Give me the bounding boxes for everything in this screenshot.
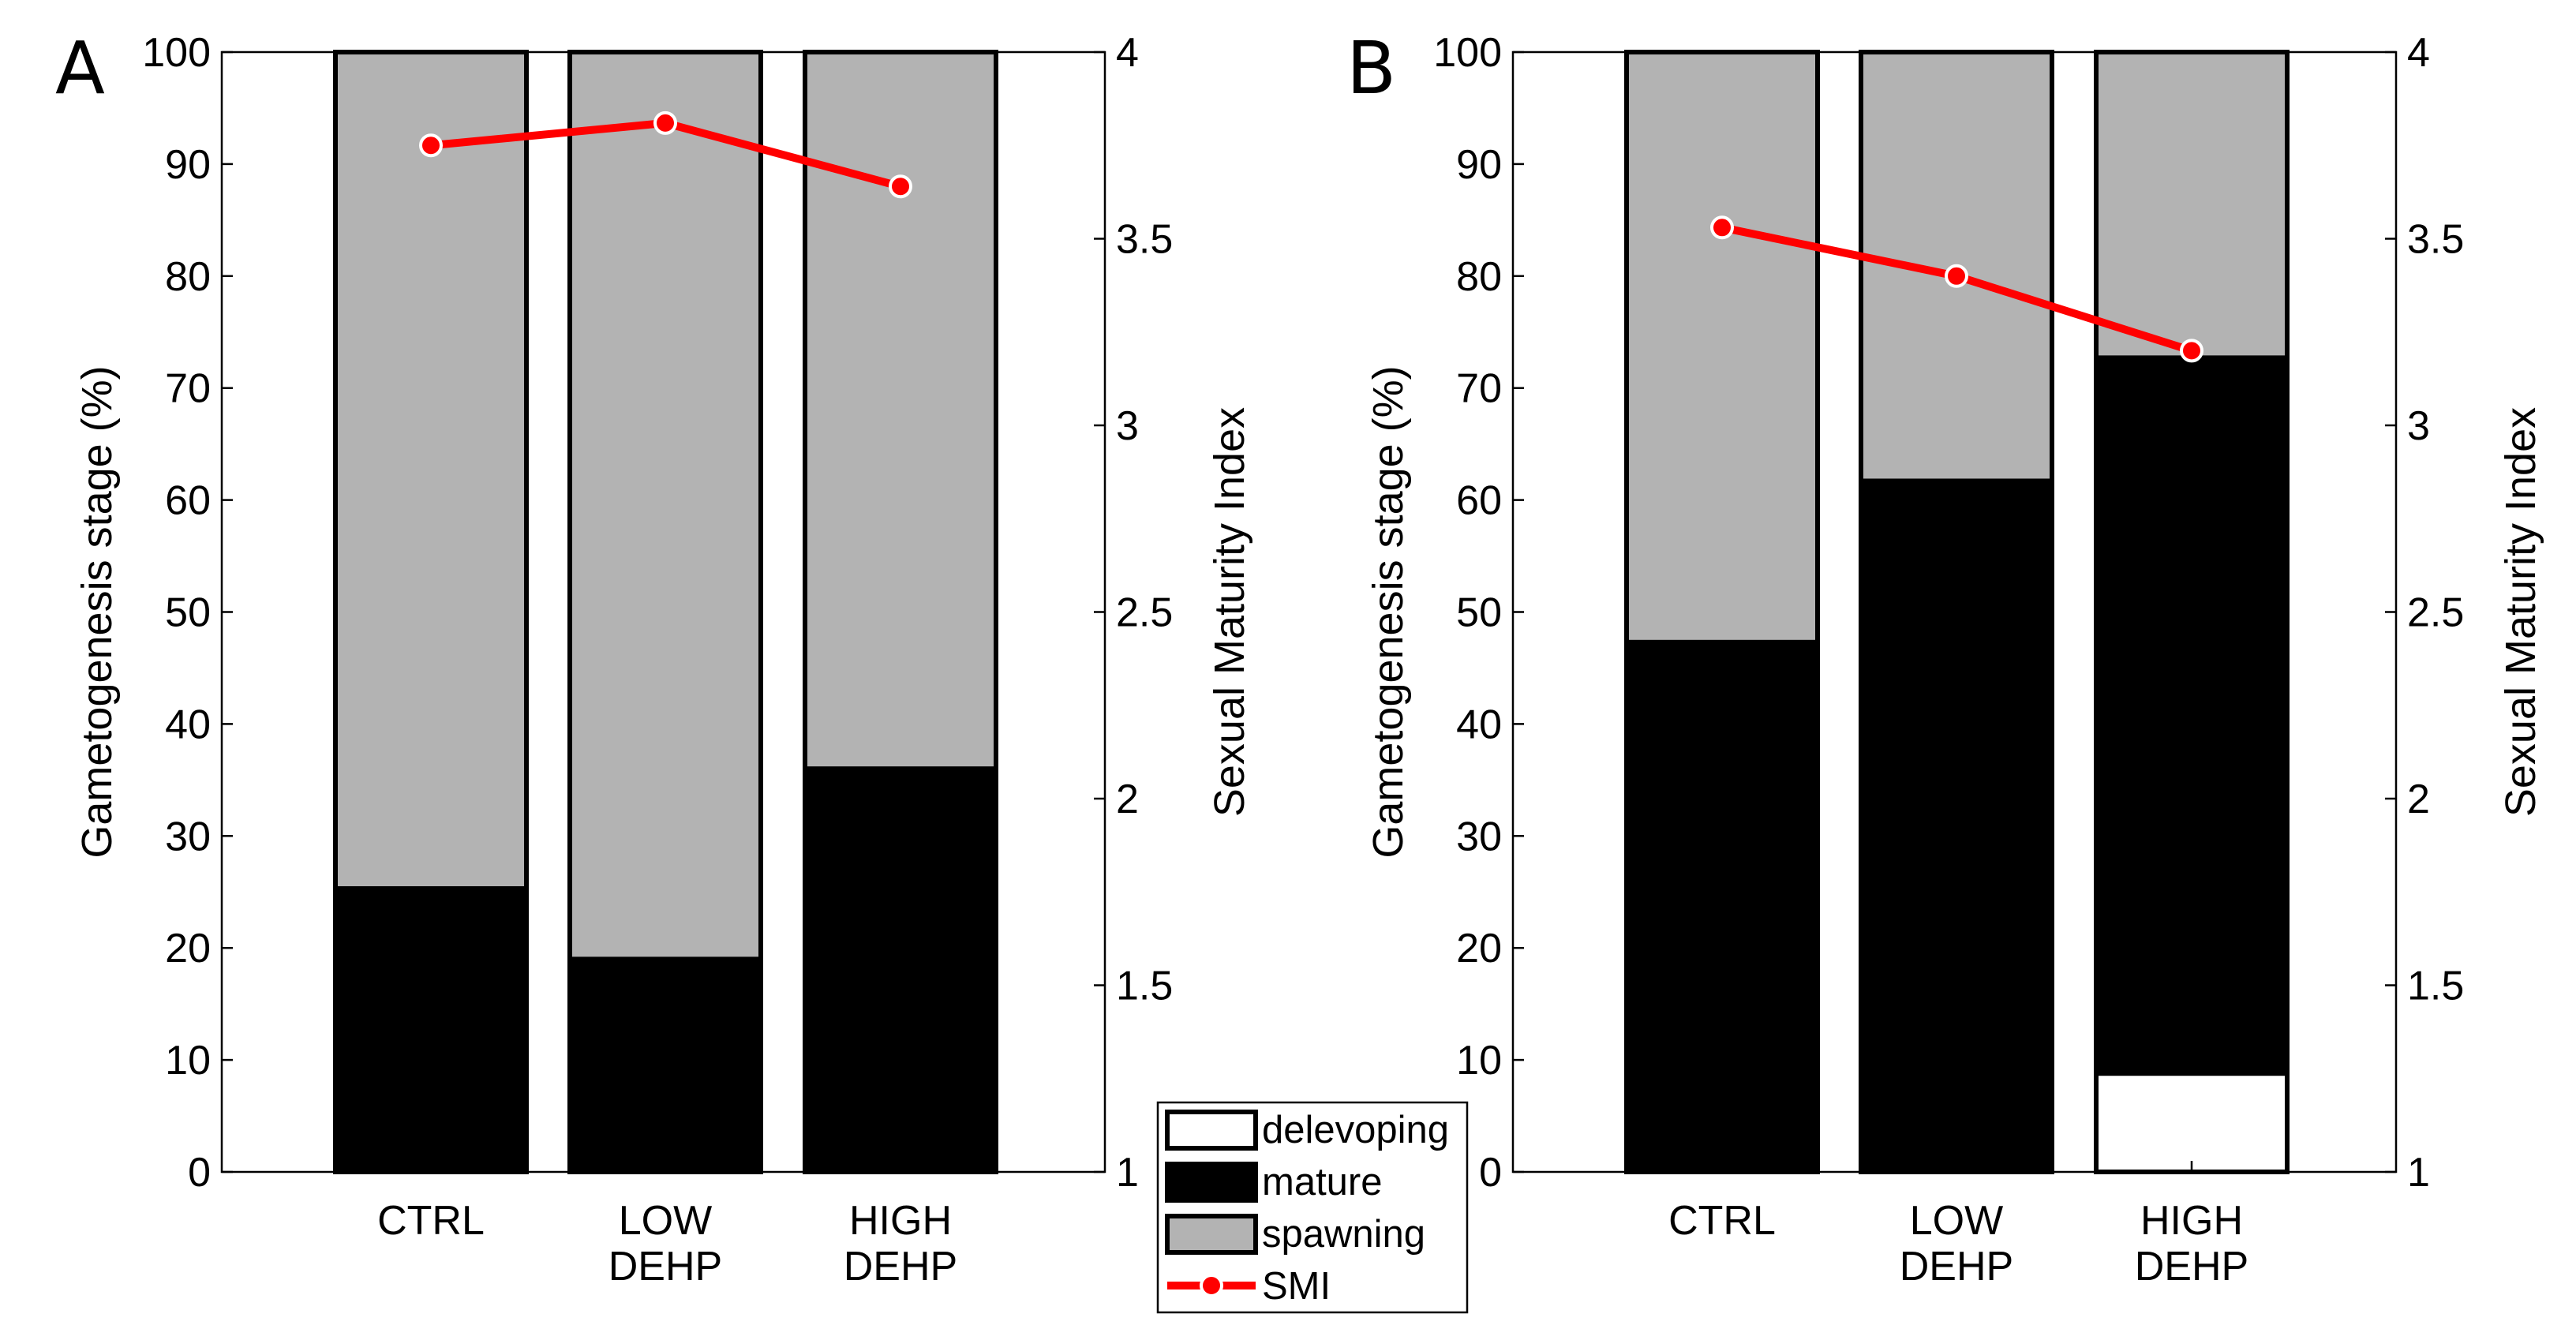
y-tick-label: 20 — [1456, 926, 1502, 971]
y-right-tick-label: 3.5 — [1116, 217, 1173, 263]
y-tick-label: 40 — [165, 702, 211, 747]
bar-mature — [1859, 478, 2054, 1174]
y-right-tick-label: 3.5 — [2407, 217, 2464, 263]
x-tick-label: DEHP — [2135, 1244, 2248, 1289]
y-axis-label: Gametogenesis stage (%) — [73, 365, 121, 858]
y-right-tick-label: 2 — [1116, 777, 1139, 822]
panel-b: 0 10 20 30 40 50 60 70 80 90 100 1 1.5 2 2.5 3 3.5 4 CTRL L… — [1346, 26, 2544, 1289]
y-right-tick-label: 3 — [2407, 403, 2430, 449]
smi-point — [2180, 339, 2203, 363]
x-tick-label: DEHP — [1900, 1244, 2013, 1289]
bar-spawning — [1624, 50, 1820, 645]
y-tick-label: 10 — [1456, 1038, 1502, 1084]
y-right-tick-label: 1 — [2407, 1150, 2430, 1196]
bar-delevoping — [2094, 1071, 2290, 1175]
smi-point — [1710, 215, 1734, 240]
y-right-tick-label: 1.5 — [2407, 964, 2464, 1009]
bar-spawning — [567, 50, 763, 962]
y-tick-label: 70 — [165, 366, 211, 412]
legend-label: spawning — [1262, 1213, 1425, 1256]
y-tick-label: 30 — [1456, 814, 1502, 859]
y-tick-label: 0 — [188, 1150, 211, 1196]
x-tick-label: HIGH — [849, 1198, 952, 1244]
y-right-tick-label: 4 — [1116, 30, 1139, 76]
y-tick-label: 50 — [1456, 590, 1502, 636]
y-tick-label: 50 — [165, 590, 211, 636]
bar-mature — [1624, 639, 1820, 1174]
smi-point — [1945, 264, 1968, 288]
y-tick-label: 70 — [1456, 366, 1502, 412]
y-right-tick-label: 1 — [1116, 1150, 1139, 1196]
bar-spawning — [2094, 50, 2290, 361]
y-right-tick-label: 4 — [2407, 30, 2430, 76]
legend-label: delevoping — [1262, 1109, 1449, 1151]
y-axis-label: Gametogenesis stage (%) — [1365, 365, 1412, 858]
x-tick-label: CTRL — [1668, 1198, 1776, 1244]
y-right-tick-label: 2.5 — [1116, 590, 1173, 636]
y-right-tick-label: 1.5 — [1116, 964, 1173, 1009]
y-tick-label: 100 — [142, 30, 211, 76]
x-tick-label: DEHP — [608, 1244, 722, 1289]
bar-mature — [567, 956, 763, 1174]
smi-point — [889, 174, 912, 199]
y-tick-label: 30 — [165, 814, 211, 859]
y-tick-label: 0 — [1479, 1150, 1502, 1196]
smi-point — [419, 133, 443, 158]
legend-swatch-delevoping — [1165, 1110, 1258, 1151]
y-tick-label: 90 — [165, 142, 211, 188]
legend-label: SMI — [1262, 1265, 1331, 1308]
y-right-tick-label: 2 — [2407, 777, 2430, 822]
panel-a: 0 10 20 30 40 50 60 70 80 90 100 1 1.5 2 2.5 3 3.5 4 CTRL L… — [55, 26, 1253, 1289]
y-tick-label: 10 — [165, 1038, 211, 1084]
panel-letter: B — [1346, 26, 1396, 110]
panel-letter: A — [55, 26, 105, 110]
y-tick-label: 20 — [165, 926, 211, 971]
x-tick-label: DEHP — [844, 1244, 957, 1289]
y-tick-label: 40 — [1456, 702, 1502, 747]
legend-swatch-mature — [1165, 1162, 1258, 1203]
y-right-tick-label: 2.5 — [2407, 590, 2464, 636]
y-tick-label: 100 — [1433, 30, 1502, 76]
y-tick-label: 80 — [165, 254, 211, 300]
y-tick-label: 60 — [1456, 478, 1502, 524]
legend-swatch-spawning — [1165, 1214, 1258, 1255]
y-tick-label: 90 — [1456, 142, 1502, 188]
y-tick-label: 80 — [1456, 254, 1502, 300]
x-tick-label: CTRL — [377, 1198, 485, 1244]
bar-mature — [2094, 355, 2290, 1076]
y-right-axis-label: Sexual Maturity Index — [1206, 407, 1253, 817]
legend-label: mature — [1262, 1161, 1383, 1203]
x-tick-label: HIGH — [2140, 1198, 2243, 1244]
bar-mature — [333, 885, 529, 1175]
x-tick-label: LOW — [1910, 1198, 2003, 1244]
y-right-axis-label: Sexual Maturity Index — [2497, 407, 2544, 817]
bar-spawning — [333, 50, 529, 891]
smi-point — [653, 110, 677, 135]
legend-marker-SMI — [1200, 1274, 1223, 1297]
y-tick-label: 60 — [165, 478, 211, 524]
x-tick-label: LOW — [619, 1198, 712, 1244]
bar-spawning — [803, 50, 998, 772]
y-right-tick-label: 3 — [1116, 403, 1139, 449]
bar-mature — [803, 766, 998, 1174]
legend: delevoping mature spawning SMI — [1156, 1101, 1469, 1314]
